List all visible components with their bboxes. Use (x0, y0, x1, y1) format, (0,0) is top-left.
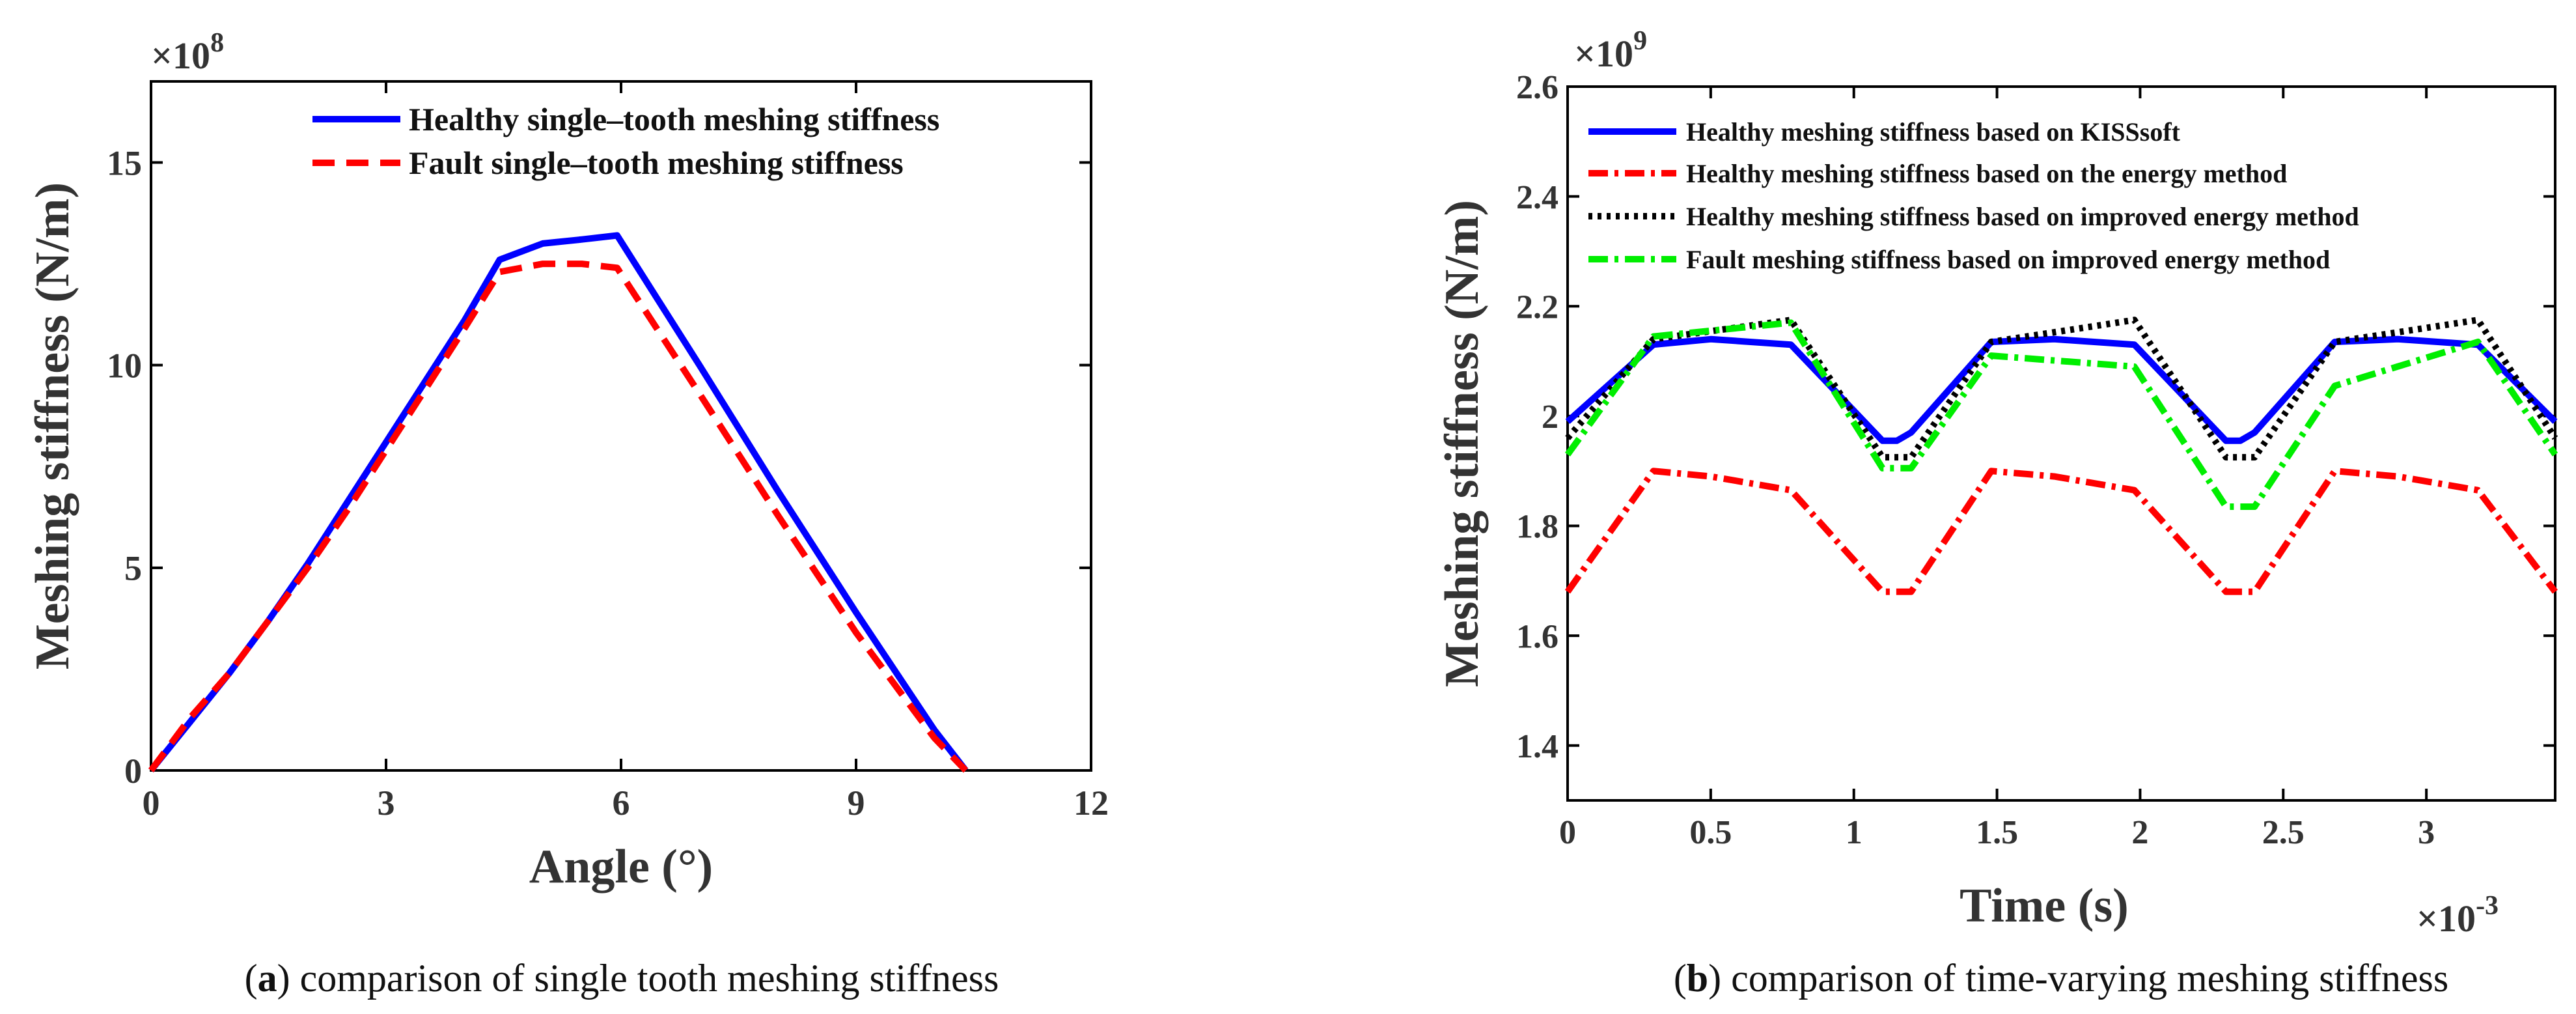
panel-b-y-tick-label: 2.2 (1516, 289, 1558, 326)
panel-b-caption: (b) comparison of time-varying meshing s… (1674, 957, 2448, 1000)
panel-b-x-tick-label: 3 (2418, 814, 2435, 851)
panel-a-y-tick-label: 15 (107, 143, 142, 182)
panel-a-x-tick-label: 9 (848, 783, 865, 823)
panel-a-plot-frame (150, 80, 1092, 772)
panel-b-legend-label-improved: Healthy meshing stiffness based on impro… (1686, 202, 2359, 231)
panel-a-y-tick-label: 5 (124, 549, 142, 588)
panel-b-legend-label-kisssoft: Healthy meshing stiffness based on KISSs… (1686, 117, 2181, 147)
panel-b-legend: Healthy meshing stiffness based on KISSs… (1588, 117, 2359, 274)
panel-b-y-tick-label: 1.4 (1516, 728, 1558, 765)
panel-a-x-tick-label: 12 (1073, 783, 1109, 823)
panel-b-y-axis-label: Meshing stiffness (N/m) (1435, 200, 1489, 687)
panel-b-y-tick-label: 1.6 (1516, 618, 1558, 655)
panel-b-x-multiplier: ×10-3 (2417, 891, 2499, 940)
panel-b-y-tick-label: 2.6 (1516, 69, 1558, 106)
panel-b-x-axis-label: Time (s) (1960, 879, 2129, 933)
panel-a-y-axis-label: Meshing stiffness (N/m) (26, 182, 79, 669)
panel-b-legend-label-fault-improved: Fault meshing stiffness based on improve… (1686, 245, 2330, 274)
panel-b-lines (1564, 317, 2558, 595)
panel-b-series-3-line (1564, 319, 2558, 510)
panel-a-x-tick-label: 0 (143, 783, 160, 823)
panel-b-x-tick-label: 1 (1846, 814, 1863, 851)
panel-b-y-tick-label: 2 (1542, 399, 1558, 436)
panel-a-series-1-line (148, 261, 969, 773)
panel-a-x-tick-label: 3 (378, 783, 395, 823)
panel-a-x-axis-label: Angle (°) (529, 840, 713, 894)
panel-b-y-tick-label: 2.4 (1516, 179, 1558, 216)
panel-b-y-tick-label: 1.8 (1516, 509, 1558, 546)
panel-a-y-tick-label: 10 (107, 346, 142, 386)
panel-b-ticks: 0 0.5 1 1.5 2 2.5 3 1.4 1.6 1.8 2 2.2 2.4 2.6 (1516, 69, 2555, 851)
panel-b-series-1-line (1564, 468, 2558, 595)
panel-b-y-multiplier: ×109 (1574, 26, 1647, 75)
panel-a-caption: (a) comparison of single tooth meshing s… (245, 957, 999, 1000)
panel-a-chart: 0 3 6 9 12 0 5 10 15 ×108 Angle (°) Meshing stif… (26, 28, 1109, 894)
panel-b-plot-frame (1566, 85, 2556, 802)
panel-a-legend-label-fault: Fault single–tooth meshing stiffness (409, 145, 904, 181)
panel-a-legend-label-healthy: Healthy single–tooth meshing stiffness (409, 101, 939, 137)
panel-b-chart: 0 0.5 1 1.5 2 2.5 3 1.4 1.6 1.8 2 2.2 2.4 2.6 ×109 ×1… (1435, 26, 2558, 940)
panel-b-x-tick-label: 2 (2131, 814, 2148, 851)
panel-b-x-tick-label: 2.5 (2262, 814, 2305, 851)
panel-a-lines (148, 232, 969, 773)
panel-b-legend-label-energy: Healthy meshing stiffness based on the e… (1686, 159, 2287, 188)
panel-a-legend: Healthy single–tooth meshing stiffness F… (312, 101, 939, 181)
panel-b-x-tick-label: 1.5 (1976, 814, 2018, 851)
panel-a-y-tick-label: 0 (124, 752, 142, 791)
panel-b-x-tick-label: 0.5 (1689, 814, 1732, 851)
panel-b-x-tick-label: 0 (1559, 814, 1576, 851)
panel-a-ticks: 0 3 6 9 12 0 5 10 15 (107, 81, 1109, 823)
panel-a-y-multiplier: ×108 (151, 28, 224, 77)
panel-a-x-tick-label: 6 (613, 783, 630, 823)
